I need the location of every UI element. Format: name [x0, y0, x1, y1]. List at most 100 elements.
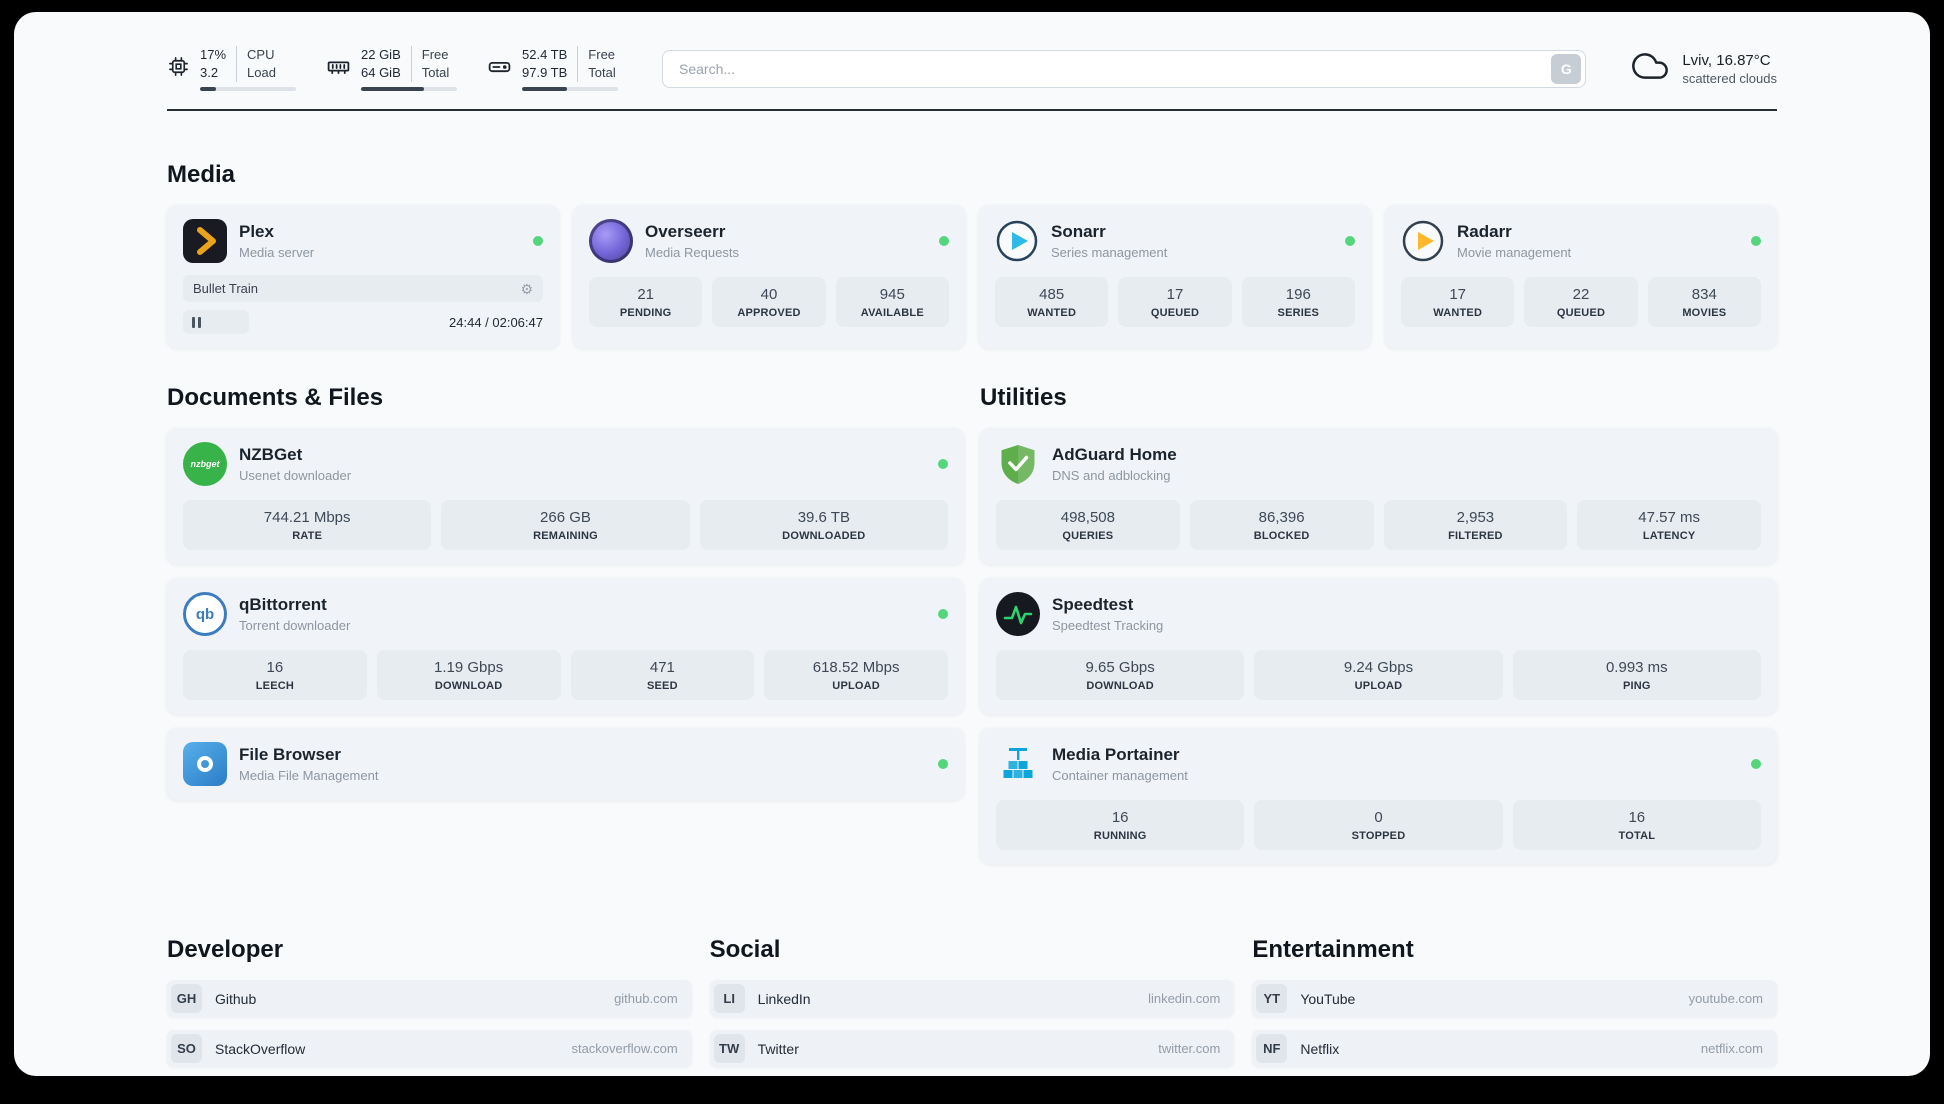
app-link-speedtest[interactable]: Speedtest Speedtest Tracking [996, 592, 1761, 636]
ram-total: 64 GiB [361, 65, 401, 80]
stat-label: DOWNLOADED [782, 530, 866, 542]
cpu-monitor: 17% 3.2 CPU Load [167, 46, 296, 91]
ram-progress-bar [361, 86, 457, 91]
app-card-sonarr: Sonarr Series management 485 WANTED 17 Q… [979, 205, 1371, 348]
app-card-qbittorrent: qb qBittorrent Torrent downloader 16 LEE… [167, 578, 964, 714]
stat-tile: 2,953 FILTERED [1383, 500, 1568, 550]
developer-column: Developer GH Github github.com SO StackO… [167, 936, 692, 1076]
sonarr-icon [995, 219, 1039, 263]
status-dot [938, 609, 948, 619]
stat-label: WANTED [1433, 307, 1483, 319]
stat-label: QUERIES [1062, 530, 1114, 542]
stat-label: REMAINING [533, 530, 598, 542]
stat-label: STOPPED [1351, 830, 1406, 842]
stat-label: MOVIES [1682, 307, 1727, 319]
stat-label: DOWNLOAD [434, 680, 503, 692]
playback-time: 24:44 / 02:06:47 [449, 314, 543, 330]
cpu-label: CPU [247, 47, 275, 63]
stat-label: AVAILABLE [860, 307, 924, 319]
cloud-icon [1630, 46, 1670, 91]
cpu-icon [167, 55, 190, 83]
app-link-nzbget[interactable]: nzbget NZBGet Usenet downloader [183, 442, 948, 486]
bookmark-name: Twitter [757, 1040, 799, 1057]
bookmark-name: StackOverflow [215, 1040, 306, 1057]
pause-button[interactable] [183, 310, 249, 334]
stat-value: 0 [1374, 809, 1383, 826]
stat-value: 471 [649, 659, 675, 676]
bookmark-netflix[interactable]: NF Netflix netflix.com [1252, 1030, 1777, 1067]
app-link-plex[interactable]: Plex Media server [183, 219, 543, 263]
ram-icon [326, 54, 351, 84]
app-desc: Media server [239, 245, 315, 260]
search-engine-button[interactable]: G [1551, 53, 1582, 84]
stat-tile: 266 GB REMAINING [441, 500, 690, 550]
stat-tile: 16 LEECH [183, 650, 367, 700]
bookmark-abbr: NF [1256, 1034, 1288, 1063]
app-link-adguard[interactable]: AdGuard Home DNS and adblocking [996, 442, 1761, 486]
stat-value: 0.993 ms [1605, 659, 1668, 676]
disk-progress-fill [522, 86, 568, 91]
section-title-developer: Developer [167, 936, 284, 963]
nzbget-icon: nzbget [183, 442, 227, 486]
bookmark-linkedin[interactable]: LI LinkedIn linkedin.com [709, 980, 1235, 1017]
stat-value: 21 [637, 286, 654, 303]
stat-tile: 16 TOTAL [1512, 800, 1761, 850]
stat-value: 266 GB [540, 509, 591, 526]
stat-label: SERIES [1277, 307, 1320, 319]
stat-label: UPLOAD [1354, 680, 1403, 692]
bookmark-twitter[interactable]: TW Twitter twitter.com [709, 1030, 1235, 1067]
weather-widget: Lviv, 16.87°C scattered clouds [1630, 46, 1777, 91]
stat-value: 16 [266, 659, 284, 676]
stat-label: BLOCKED [1253, 530, 1310, 542]
app-link-sonarr[interactable]: Sonarr Series management [995, 219, 1355, 263]
bookmark-name: Github [215, 990, 257, 1007]
stat-tile: 40 APPROVED [712, 277, 826, 327]
status-dot [1751, 759, 1761, 769]
app-card-portainer: Media Portainer Container management 16 … [980, 728, 1777, 864]
app-name: qBittorrent [239, 595, 327, 614]
gear-icon[interactable]: ⚙ [520, 280, 533, 297]
bookmark-github[interactable]: GH Github github.com [167, 980, 692, 1017]
stat-value: 22 [1572, 286, 1590, 303]
plex-icon [183, 219, 227, 263]
app-link-radarr[interactable]: Radarr Movie management [1401, 219, 1761, 263]
stat-label: WANTED [1027, 307, 1077, 319]
top-bar: 17% 3.2 CPU Load [167, 12, 1777, 91]
app-card-overseerr: Overseerr Media Requests 21 PENDING 40 A… [573, 205, 965, 348]
stat-tile: 744.21 Mbps RATE [183, 500, 432, 550]
app-card-plex: Plex Media server Bullet Train ⚙ 24:44 [167, 205, 559, 348]
stat-tile: 47.57 ms LATENCY [1577, 500, 1761, 550]
documents-column: Documents & Files nzbget NZBGet Usenet d… [167, 384, 964, 878]
app-link-portainer[interactable]: Media Portainer Container management [996, 742, 1761, 786]
app-desc: Speedtest Tracking [1052, 618, 1164, 633]
stat-value: 16 [1111, 809, 1129, 826]
stat-tile: 196 SERIES [1241, 277, 1355, 327]
bookmark-stackoverflow[interactable]: SO StackOverflow stackoverflow.com [167, 1030, 692, 1067]
ram-free-label: Free [421, 47, 449, 63]
disk-free-label: Free [588, 47, 616, 63]
portainer-icon [996, 742, 1040, 786]
entertainment-column: Entertainment YT YouTube youtube.com NF … [1252, 936, 1777, 1076]
ram-free: 22 GiB [361, 47, 401, 63]
bookmark-abbr: YT [1256, 984, 1288, 1013]
app-link-overseerr[interactable]: Overseerr Media Requests [589, 219, 949, 263]
disk-monitor: 52.4 TB 97.9 TB Free Total [487, 46, 618, 91]
app-desc: DNS and adblocking [1052, 468, 1171, 483]
disk-total: 97.9 TB [522, 65, 568, 80]
stat-label: RATE [292, 530, 323, 542]
app-link-qbittorrent[interactable]: qb qBittorrent Torrent downloader [183, 592, 948, 636]
cpu-load-avg: 3.2 [200, 65, 219, 80]
bookmark-abbr: GH [171, 984, 202, 1013]
app-name: Plex [239, 222, 274, 241]
stat-value: 834 [1691, 286, 1717, 303]
section-title-utilities: Utilities [980, 384, 1067, 411]
stat-label: PING [1622, 680, 1651, 692]
app-link-filebrowser[interactable]: File Browser Media File Management [183, 742, 948, 786]
stat-label: QUEUED [1556, 307, 1606, 319]
pause-icon-bar [198, 316, 201, 328]
stat-tile: 16 RUNNING [996, 800, 1245, 850]
bookmark-youtube[interactable]: YT YouTube youtube.com [1252, 980, 1777, 1017]
stat-tile: 945 AVAILABLE [835, 277, 949, 327]
app-desc: Series management [1051, 245, 1168, 260]
search-input[interactable] [662, 49, 1587, 88]
